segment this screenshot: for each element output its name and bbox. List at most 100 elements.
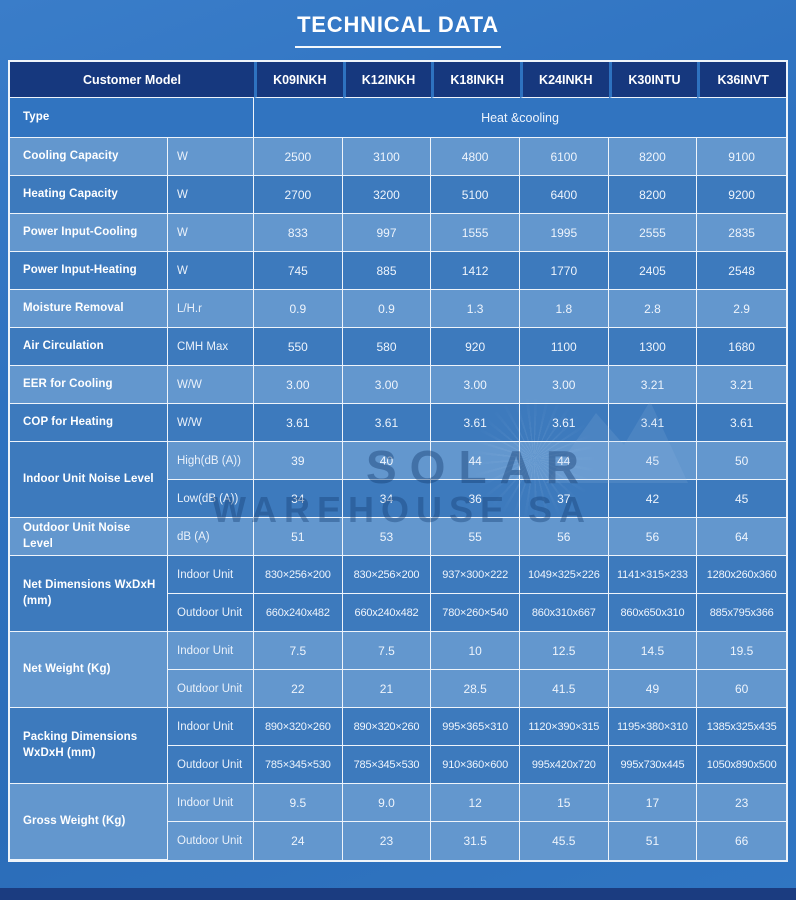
- value-cell: 1770: [519, 252, 609, 290]
- value-cell: 12.5: [519, 632, 609, 670]
- row-label: COP for Heating: [10, 404, 168, 442]
- row-unit: Indoor Unit: [168, 556, 254, 594]
- page-title-wrap: TECHNICAL DATA: [0, 12, 796, 48]
- value-cell: 2.8: [608, 290, 698, 328]
- value-cell: 64: [697, 518, 786, 556]
- value-cell: 785×345×530: [342, 746, 432, 784]
- value-cell: 8200: [608, 176, 698, 214]
- value-cell: 45.5: [519, 822, 609, 860]
- value-cell: 50: [697, 442, 786, 480]
- row-indoor-noise-low: Low(dB (A)) 34 34 36 37 42 45: [10, 480, 786, 518]
- row-eer-for-cooling: EER for Cooling W/W 3.00 3.00 3.00 3.00 …: [10, 366, 786, 404]
- value-cell: 3.00: [519, 366, 609, 404]
- row-label: Heating Capacity: [10, 176, 168, 214]
- type-row: Type Heat &cooling: [10, 98, 786, 138]
- value-cell: 9200: [697, 176, 786, 214]
- value-cell: 14.5: [608, 632, 698, 670]
- value-cell: 830×256×200: [342, 556, 432, 594]
- row-net-weight-outdoor: Outdoor Unit 22 21 28.5 41.5 49 60: [10, 670, 786, 708]
- row-moisture-removal: Moisture Removal L/H.r 0.9 0.9 1.3 1.8 2…: [10, 290, 786, 328]
- row-net-dimensions-outdoor: Outdoor Unit 660x240x482 660x240x482 780…: [10, 594, 786, 632]
- row-air-circulation: Air Circulation CMH Max 550 580 920 1100…: [10, 328, 786, 366]
- row-unit: Indoor Unit: [168, 632, 254, 670]
- row-label: Net Dimensions WxDxH (mm): [10, 556, 168, 632]
- row-unit: Indoor Unit: [168, 708, 254, 746]
- value-cell: 51: [254, 518, 343, 556]
- row-packing-dimensions-outdoor: Outdoor Unit 785×345×530 785×345×530 910…: [10, 746, 786, 784]
- value-cell: 890×320×260: [342, 708, 432, 746]
- row-gross-weight-outdoor: Outdoor Unit 24 23 31.5 45.5 51 66: [10, 822, 786, 860]
- value-cell: 1280x260x360: [697, 556, 786, 594]
- row-unit: L/H.r: [168, 290, 254, 328]
- value-cell: 3.61: [519, 404, 609, 442]
- header-model-2: K12INKH: [342, 62, 432, 98]
- value-cell: 920: [431, 328, 520, 366]
- row-unit: CMH Max: [168, 328, 254, 366]
- value-cell: 42: [608, 480, 698, 518]
- row-cooling-capacity: Cooling Capacity W 2500 3100 4800 6100 8…: [10, 138, 786, 176]
- row-gross-weight-indoor: Gross Weight (Kg) Indoor Unit 9.5 9.0 12…: [10, 784, 786, 860]
- value-cell: 2500: [254, 138, 343, 176]
- row-power-input-cooling: Power Input-Cooling W 833 997 1555 1995 …: [10, 214, 786, 252]
- value-cell: 9.0: [342, 784, 432, 822]
- value-cell: 885x795x366: [697, 594, 786, 632]
- value-cell: 37: [519, 480, 609, 518]
- value-cell: 6400: [519, 176, 609, 214]
- value-cell: 1049×325×226: [519, 556, 609, 594]
- value-cell: 8200: [608, 138, 698, 176]
- row-label: Gross Weight (Kg): [10, 784, 168, 860]
- value-cell: 660x240x482: [342, 594, 432, 632]
- footer-bar: [0, 888, 796, 900]
- value-cell: 1995: [519, 214, 609, 252]
- value-cell: 55: [431, 518, 520, 556]
- value-cell: 780×260×540: [431, 594, 520, 632]
- value-cell: 24: [254, 822, 343, 860]
- row-heating-capacity: Heating Capacity W 2700 3200 5100 6400 8…: [10, 176, 786, 214]
- value-cell: 36: [431, 480, 520, 518]
- value-cell: 60: [697, 670, 786, 708]
- value-cell: 5100: [431, 176, 520, 214]
- header-row: Customer Model K09INKH K12INKH K18INKH K…: [10, 62, 786, 98]
- value-cell: 0.9: [254, 290, 343, 328]
- value-cell: 745: [254, 252, 343, 290]
- value-cell: 660x240x482: [254, 594, 343, 632]
- value-cell: 995x730x445: [608, 746, 698, 784]
- value-cell: 1680: [697, 328, 786, 366]
- value-cell: 56: [608, 518, 698, 556]
- header-model-6: K36INVT: [697, 62, 786, 98]
- value-cell: 890×320×260: [254, 708, 343, 746]
- value-cell: 1555: [431, 214, 520, 252]
- value-cell: 2.9: [697, 290, 786, 328]
- value-cell: 3.00: [431, 366, 520, 404]
- row-unit: W: [168, 138, 254, 176]
- value-cell: 3.21: [608, 366, 698, 404]
- row-label: Cooling Capacity: [10, 138, 168, 176]
- row-unit: W/W: [168, 366, 254, 404]
- row-label: Air Circulation: [10, 328, 168, 366]
- value-cell: 2555: [608, 214, 698, 252]
- value-cell: 1385x325x435: [697, 708, 786, 746]
- value-cell: 1412: [431, 252, 520, 290]
- value-cell: 39: [254, 442, 343, 480]
- row-label: Indoor Unit Noise Level: [10, 442, 168, 518]
- value-cell: 10: [431, 632, 520, 670]
- header-model-5: K30INTU: [608, 62, 698, 98]
- value-cell: 3.41: [608, 404, 698, 442]
- value-cell: 9.5: [254, 784, 343, 822]
- value-cell: 6100: [519, 138, 609, 176]
- value-cell: 34: [254, 480, 343, 518]
- value-cell: 2548: [697, 252, 786, 290]
- row-unit: Outdoor Unit: [168, 594, 254, 632]
- value-cell: 1300: [608, 328, 698, 366]
- row-net-weight-indoor: Net Weight (Kg) Indoor Unit 7.5 7.5 10 1…: [10, 632, 786, 708]
- value-cell: 2405: [608, 252, 698, 290]
- value-cell: 51: [608, 822, 698, 860]
- row-unit: W/W: [168, 404, 254, 442]
- value-cell: 1100: [519, 328, 609, 366]
- value-cell: 3200: [342, 176, 432, 214]
- row-label: Type: [10, 98, 254, 138]
- value-cell: 28.5: [431, 670, 520, 708]
- row-label: Power Input-Heating: [10, 252, 168, 290]
- value-cell: 580: [342, 328, 432, 366]
- row-unit: W: [168, 252, 254, 290]
